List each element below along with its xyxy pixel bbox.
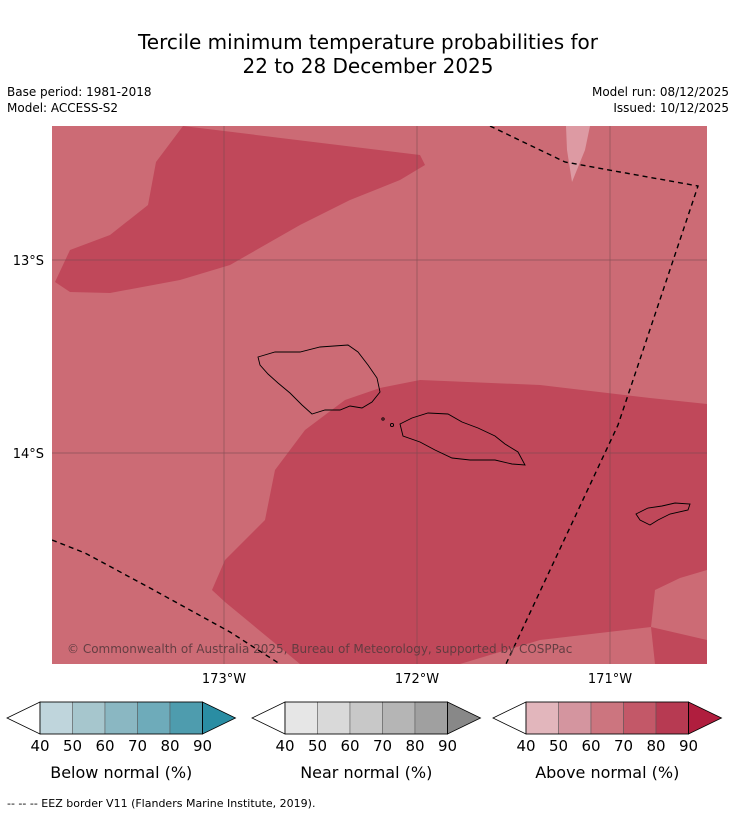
colorbar-segment: [623, 701, 657, 735]
colorbar-over-triangle: [202, 701, 237, 735]
lon-label-172w: 172°W: [395, 672, 439, 687]
eez-footnote: -- -- -- EEZ border V11 (Flanders Marine…: [7, 797, 316, 810]
colorbar-segment: [382, 701, 416, 735]
title-line-1: Tercile minimum temperature probabilitie…: [137, 30, 599, 54]
colorbar-tick-label: 50: [549, 737, 568, 755]
lat-label-13s: 13°S: [13, 254, 44, 269]
colorbar-segment: [558, 701, 592, 735]
colorbar-over-triangle: [688, 701, 723, 735]
colorbar-tick-label: 80: [405, 737, 424, 755]
colorbar-segment: [525, 701, 559, 735]
colorbar-tick-label: 40: [275, 737, 294, 755]
region-above-80-90-south: [212, 380, 707, 664]
map-area: © Commonwealth of Australia 2025, Bureau…: [52, 126, 707, 664]
colorbar-segment: [317, 701, 351, 735]
colorbar-segment: [169, 701, 203, 735]
colorbar-tick-label: 50: [308, 737, 327, 755]
islet: [389, 422, 395, 428]
gridlines: [52, 126, 707, 664]
colorbar-tick-label: 80: [160, 737, 179, 755]
islet: [381, 417, 385, 421]
colorbar-segment: [349, 701, 383, 735]
copyright-text: © Commonwealth of Australia 2025, Bureau…: [67, 642, 572, 656]
region-above-50-60: [566, 126, 590, 182]
colorbar-tick-label: 90: [438, 737, 457, 755]
model-run: Model run: 08/12/2025: [591, 85, 729, 99]
savaii-island: [257, 344, 381, 415]
islands: [257, 344, 691, 526]
colorbar-segment: [137, 701, 171, 735]
base-period: Base period: 1981-2018: [7, 85, 152, 99]
colorbar-label: Near normal (%): [300, 763, 432, 782]
colorbar-segment: [39, 701, 73, 735]
colorbar-tick-label: 70: [128, 737, 147, 755]
upolu-island: [399, 412, 526, 466]
colorbar-label: Above normal (%): [535, 763, 679, 782]
colorbar-2: 40 50 60 70 80 90 Near normal (%): [251, 701, 482, 782]
colorbar-tick-label: 70: [373, 737, 392, 755]
colorbar-segment: [655, 701, 689, 735]
colorbar-tick-label: 40: [516, 737, 535, 755]
colorbar-tick-label: 60: [340, 737, 359, 755]
colorbar-label: Below normal (%): [50, 763, 192, 782]
issued-date: Issued: 10/12/2025: [613, 101, 729, 115]
colorbar-tick-label: 60: [95, 737, 114, 755]
lat-label-14s: 14°S: [13, 447, 44, 462]
model-name: Model: ACCESS-S2: [7, 101, 119, 115]
colorbar-under-triangle: [251, 701, 286, 735]
colorbar-tick-label: 50: [63, 737, 82, 755]
map-title: Tercile minimum temperature probabilitie…: [0, 30, 736, 78]
title-line-2: 22 to 28 December 2025: [242, 54, 494, 78]
colorbar-segment: [590, 701, 624, 735]
colorbar-tick-label: 90: [193, 737, 212, 755]
colorbar-over-triangle: [447, 701, 482, 735]
colorbar-tick-label: 60: [581, 737, 600, 755]
colorbar-segment: [284, 701, 318, 735]
colorbar-tick-label: 80: [646, 737, 665, 755]
eez-border: [52, 126, 699, 664]
colorbar-tick-label: 90: [679, 737, 698, 755]
colorbar-tick-label: 70: [614, 737, 633, 755]
colorbar-tick-label: 40: [30, 737, 49, 755]
region-above-80-90-corner: [651, 627, 707, 664]
region-above-80-90-north: [55, 126, 425, 293]
lon-label-173w: 173°W: [202, 672, 246, 687]
colorbar-segment: [72, 701, 106, 735]
meta-left: Base period: 1981-2018 Model: ACCESS-S2: [7, 84, 152, 116]
colorbar-segment: [104, 701, 138, 735]
colorbar-segment: [414, 701, 448, 735]
meta-right: Model run: 08/12/2025 Issued: 10/12/2025: [592, 84, 729, 116]
tutuila-island: [635, 502, 691, 526]
colorbar-under-triangle: [6, 701, 41, 735]
colorbar-under-triangle: [492, 701, 527, 735]
lon-label-171w: 171°W: [588, 672, 632, 687]
